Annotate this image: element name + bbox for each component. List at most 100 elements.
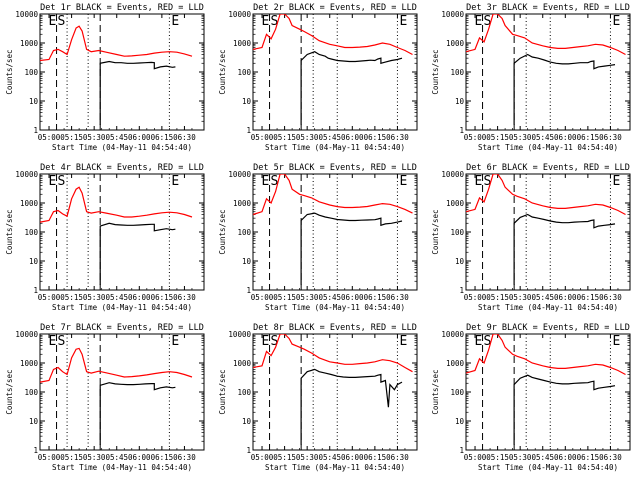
x-tick-label: 05:15 (486, 133, 509, 142)
x-tick-label: 06:00 (554, 293, 577, 302)
marker-letter: E (49, 14, 57, 29)
x-tick-label: 05:15 (273, 453, 296, 462)
panel-2: Det 2r BLACK = Events, RED = LLD 1 10 100 10… (218, 3, 418, 152)
marker-letter: E (612, 14, 620, 29)
x-axis-label: Start Time (04-May-11 04:54:40) (478, 143, 618, 152)
x-tick-label: 06:30 (599, 133, 622, 142)
lld-series-line (253, 14, 413, 56)
y-tick-label: 1000 (446, 199, 465, 208)
y-tick-label: 1 (33, 286, 38, 295)
y-tick-label: 1000 (233, 39, 252, 48)
marker-letter: S (271, 14, 279, 29)
axis-frame (39, 13, 205, 131)
marker-letter: E (262, 14, 270, 29)
y-tick-label: 100 (237, 228, 251, 237)
x-tick-label: 06:00 (128, 453, 151, 462)
y-tick-label: 100 (24, 228, 38, 237)
events-series-line (99, 222, 176, 285)
y-tick-label: 100 (450, 388, 464, 397)
x-tick-label: 05:00 (38, 133, 61, 142)
x-axis-label: Start Time (04-May-11 04:54:40) (52, 143, 192, 152)
x-tick-label: 06:15 (151, 293, 174, 302)
y-tick-label: 10000 (15, 330, 38, 339)
x-tick-label: 05:15 (273, 293, 296, 302)
x-tick-label: 05:30 (83, 453, 106, 462)
y-tick-label: 1 (246, 126, 251, 135)
y-axis-label: Counts/sec (5, 49, 14, 94)
y-tick-label: 1 (33, 446, 38, 455)
x-tick-label: 05:00 (251, 293, 274, 302)
y-tick-label: 10 (29, 257, 39, 266)
axis-frame (465, 13, 631, 131)
x-tick-label: 05:30 (509, 133, 532, 142)
marker-letter: S (271, 334, 279, 349)
y-axis-label: Counts/sec (431, 369, 440, 414)
marker-letter: E (399, 14, 407, 29)
lld-series-line (466, 334, 626, 376)
marker-letter: E (171, 334, 179, 349)
x-tick-label: 06:30 (599, 293, 622, 302)
y-tick-label: 100 (24, 68, 38, 77)
x-axis-label: Start Time (04-May-11 04:54:40) (265, 143, 405, 152)
marker-letter: E (171, 174, 179, 189)
y-tick-label: 1000 (446, 39, 465, 48)
x-axis-label: Start Time (04-May-11 04:54:40) (265, 303, 405, 312)
marker-letter: E (399, 334, 407, 349)
y-tick-label: 1000 (20, 359, 39, 368)
x-axis-label: Start Time (04-May-11 04:54:40) (52, 303, 192, 312)
x-tick-label: 05:30 (83, 293, 106, 302)
y-tick-label: 1 (246, 446, 251, 455)
marker-letter: S (58, 334, 66, 349)
x-tick-label: 06:30 (386, 293, 409, 302)
lld-series-line (40, 186, 193, 223)
y-tick-label: 10 (455, 97, 465, 106)
y-tick-label: 10000 (441, 330, 464, 339)
axis-frame (252, 333, 418, 451)
marker-letter: S (484, 14, 492, 29)
y-tick-label: 10000 (228, 170, 251, 179)
marker-letter: E (262, 174, 270, 189)
x-tick-label: 05:45 (318, 453, 341, 462)
x-tick-label: 05:00 (38, 293, 61, 302)
events-series-line (300, 51, 403, 125)
y-axis-label: Counts/sec (218, 49, 227, 94)
lld-series-line (466, 174, 626, 216)
events-series-line (99, 382, 176, 445)
marker-letter: E (475, 334, 483, 349)
events-series-line (300, 368, 403, 445)
x-tick-label: 06:30 (173, 453, 196, 462)
lld-series-line (40, 25, 193, 62)
y-tick-label: 1 (459, 446, 464, 455)
y-tick-label: 1000 (20, 199, 39, 208)
x-tick-label: 06:15 (364, 453, 387, 462)
panel-5: Det 5r BLACK = Events, RED = LLD 1 10 100 10… (218, 163, 418, 312)
axis-frame (465, 173, 631, 291)
x-axis-label: Start Time (04-May-11 04:54:40) (265, 463, 405, 472)
lld-series-line (40, 347, 193, 383)
y-tick-label: 1000 (233, 199, 252, 208)
events-series-line (99, 60, 176, 125)
axis-frame (465, 333, 631, 451)
marker-letter: E (49, 334, 57, 349)
marker-letter: E (612, 334, 620, 349)
x-tick-label: 06:30 (173, 293, 196, 302)
marker-letter: E (171, 14, 179, 29)
y-tick-label: 10 (455, 417, 465, 426)
y-tick-label: 10000 (441, 10, 464, 19)
x-tick-label: 06:15 (577, 293, 600, 302)
axis-frame (252, 13, 418, 131)
x-tick-label: 05:30 (509, 293, 532, 302)
x-tick-label: 05:45 (105, 133, 128, 142)
x-tick-label: 05:45 (318, 133, 341, 142)
x-tick-label: 05:30 (83, 133, 106, 142)
x-axis-label: Start Time (04-May-11 04:54:40) (478, 303, 618, 312)
x-tick-label: 06:30 (173, 133, 196, 142)
panel-title: Det 6r BLACK = Events, RED = LLD (466, 163, 630, 173)
x-tick-label: 06:15 (364, 133, 387, 142)
x-tick-label: 05:15 (60, 293, 83, 302)
x-tick-label: 05:15 (486, 293, 509, 302)
panel-title: Det 7r BLACK = Events, RED = LLD (40, 323, 204, 333)
marker-letter: S (484, 334, 492, 349)
panel-title: Det 4r BLACK = Events, RED = LLD (40, 163, 204, 173)
y-tick-label: 10 (29, 417, 39, 426)
